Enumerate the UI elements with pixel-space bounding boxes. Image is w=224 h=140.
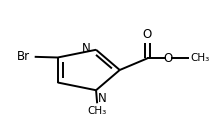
Text: N: N (82, 42, 90, 55)
Text: CH₃: CH₃ (191, 53, 210, 63)
Text: O: O (143, 28, 152, 41)
Text: N: N (98, 92, 107, 105)
Text: O: O (164, 52, 173, 65)
Text: Br: Br (17, 50, 30, 63)
Text: CH₃: CH₃ (88, 106, 107, 116)
